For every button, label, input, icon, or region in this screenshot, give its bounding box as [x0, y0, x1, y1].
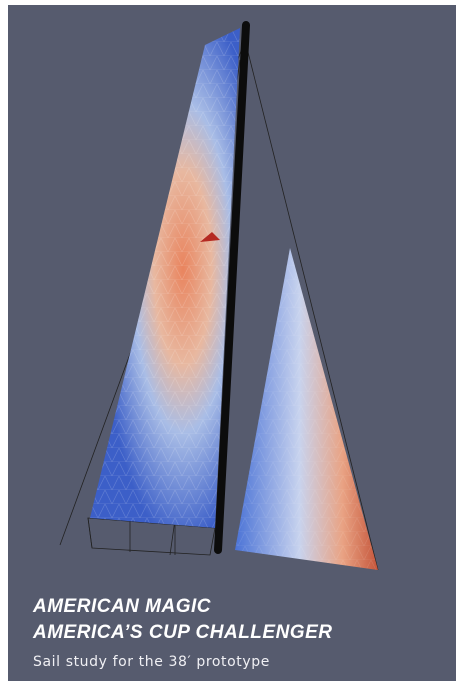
figure-panel	[8, 5, 456, 681]
mainsail-mesh	[90, 28, 240, 528]
caption-description: Sail study for the 38′ prototype	[33, 654, 270, 670]
mast	[214, 21, 250, 554]
jib-mesh	[235, 248, 378, 570]
caption-subtitle: AMERICA’S CUP CHALLENGER	[33, 622, 333, 643]
hotspot	[200, 232, 220, 242]
sail-illustration	[59, 21, 379, 571]
caption-title: AMERICAN MAGIC	[33, 596, 211, 617]
